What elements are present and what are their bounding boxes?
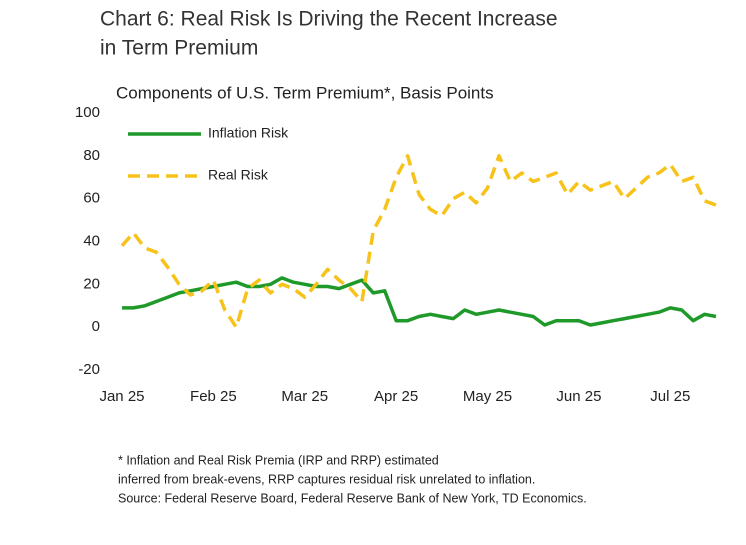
y-tick-label: 0 [92,318,100,335]
legend-label: Inflation Risk [208,125,289,141]
x-tick-label: Jan 25 [99,388,144,405]
legend-label: Real Risk [208,167,269,183]
x-tick-label: Jun 25 [556,388,601,405]
chart-title: Chart 6: Real Risk Is Driving the Recent… [100,8,558,31]
footnote: inferred from break-evens, RRP captures … [118,472,535,486]
chart-title: in Term Premium [100,37,258,60]
y-tick-label: 40 [83,232,100,249]
x-tick-label: Jul 25 [650,388,690,405]
y-tick-label: -20 [78,361,100,378]
y-tick-label: 20 [83,275,100,292]
y-tick-label: 60 [83,190,100,207]
y-tick-label: 100 [75,104,100,121]
y-tick-label: 80 [83,147,100,164]
footnote: * Inflation and Real Risk Premia (IRP an… [118,453,439,467]
x-tick-label: Mar 25 [281,388,328,405]
x-tick-label: Apr 25 [374,388,418,405]
source-note: Source: Federal Reserve Board, Federal R… [118,491,587,505]
data-line [122,276,717,327]
x-tick-label: Feb 25 [190,388,237,405]
x-tick-label: May 25 [463,388,512,405]
chart-subtitle: Components of U.S. Term Premium*, Basis … [116,83,494,102]
data-line [120,154,717,329]
